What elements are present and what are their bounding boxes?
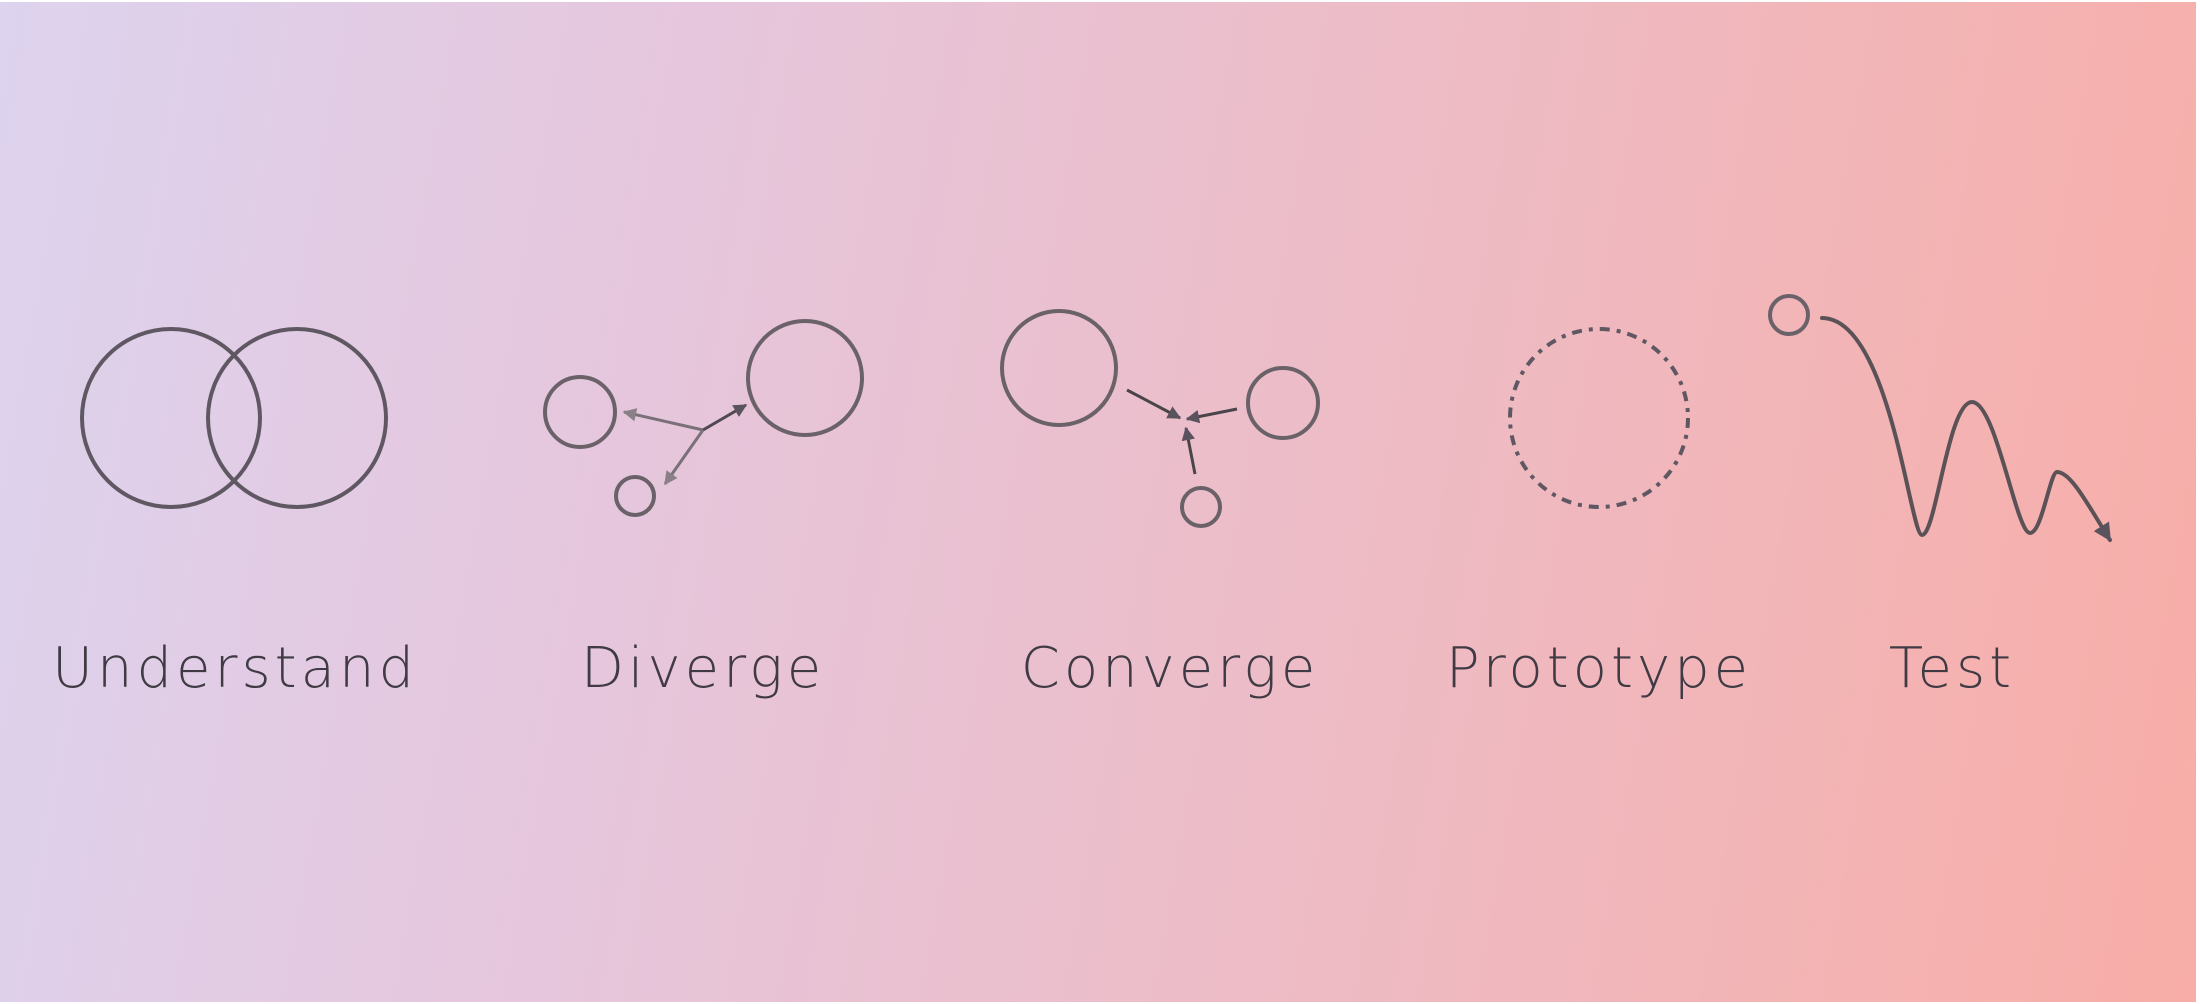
test-start-circle [1768,294,1810,336]
right-circle [206,327,388,509]
diverge-left-circle [543,375,617,449]
wave-path-icon [1768,294,2112,542]
stage-label-converge: Converge [1020,636,1320,701]
dashed-circle-icon [1508,327,1690,509]
test-wave-path [1820,316,2112,542]
diverge-arrow-down [663,429,705,486]
stage-label-understand: Understand [52,636,418,701]
converging-arrows-icon [1000,309,1320,528]
converge-left-circle [1000,309,1118,427]
left-circle [80,327,262,509]
right-border [2196,0,2200,1004]
diverge-right-circle [746,319,864,437]
prototype-dashed-circle [1508,327,1690,509]
diverge-arrow-left [622,408,704,432]
diverging-arrows-icon [543,319,864,517]
converge-arrow-right [1185,407,1238,424]
stage-label-diverge: Diverge [580,636,826,701]
diverge-arrow-right [702,403,748,432]
converge-right-circle [1246,366,1320,440]
stage-label-test: Test [1888,636,2016,701]
converge-bottom-circle [1180,486,1222,528]
stage-label-prototype: Prototype [1445,636,1753,701]
bottom-border [0,1002,2200,1004]
converge-arrow-up [1181,426,1197,475]
top-border [0,0,2200,2]
converge-arrow-left [1126,388,1182,420]
overlapping-circles-icon [80,327,388,509]
diverge-bottom-circle [614,475,656,517]
